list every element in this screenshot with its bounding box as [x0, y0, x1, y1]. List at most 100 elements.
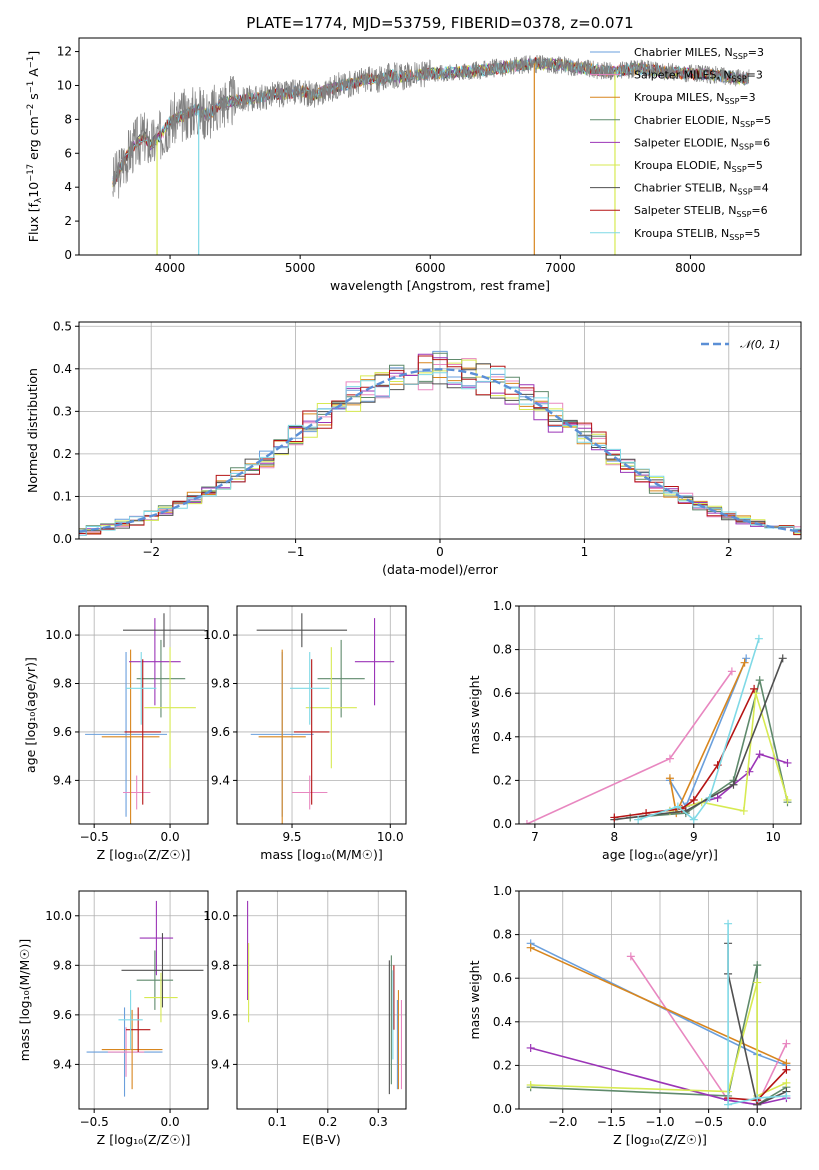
x-axis-label: Z [log₁₀(Z/Z☉)] [97, 1132, 191, 1147]
y-tick-label: 0.4 [493, 730, 512, 744]
y-axis-label: mass weight [467, 960, 482, 1039]
error-bar [354, 618, 395, 706]
weight-marker [755, 750, 764, 759]
weight-marker [729, 780, 738, 789]
error-bar [292, 775, 328, 810]
error-bar [123, 613, 205, 648]
legend-entry: Salpeter STELIB, NSSP=6 [634, 204, 768, 219]
figure-title: PLATE=1774, MJD=53759, FIBERID=0378, z=0… [246, 14, 633, 32]
residual-histogram [79, 359, 801, 535]
x-axis-label: wavelength [Angstrom, rest frame] [330, 278, 550, 293]
plot-frame [78, 37, 802, 256]
y-tick-label: 9.4 [53, 1057, 72, 1071]
x-axis-label: age [log₁₀(age/yr)] [602, 847, 718, 862]
legend-entry: Kroupa ELODIE, NSSP=5 [634, 159, 763, 174]
y-tick-label: 9.6 [211, 725, 230, 739]
mass-vs-Z-panel: −0.5 0.0 9.4 9.6 9.8 10.0 Z [log₁₀(Z/Z☉)] mass … [17, 890, 209, 1147]
y-tick-label: 9.6 [53, 1008, 72, 1022]
spectrum-plot-area [112, 54, 750, 255]
legend-entry: 𝒩(0, 1) [740, 338, 780, 351]
x-tick-label: 9.5 [282, 830, 301, 844]
x-axis-label: mass [log₁₀(M/M☉)] [260, 847, 382, 862]
weight-vs-Z-panel: −2.0 −1.5 −1.0 −0.5 0.0 0.0 0.2 0.4 0.6 0.8 1.0 Z [… [467, 884, 802, 1147]
weight-marker [724, 919, 733, 928]
y-tick-label: 10.0 [45, 909, 72, 923]
legend-entry: Salpeter MILES, NSSP=3 [634, 69, 763, 84]
weight-marker [751, 689, 760, 698]
weight-marker [782, 1078, 791, 1087]
y-tick-label: 8 [64, 112, 72, 126]
mass-vs-ebv-plot-area [247, 900, 403, 1095]
x-tick-label: 0.1 [268, 1115, 287, 1129]
weight-marker [705, 793, 714, 802]
error-bar [144, 972, 178, 1023]
x-axis-label: E(B-V) [302, 1132, 341, 1147]
x-tick-label: −1 [287, 545, 305, 559]
y-tick-label: 0.2 [493, 773, 512, 787]
weight-line [669, 692, 789, 812]
weight-marker [782, 1091, 791, 1100]
error-bar [121, 933, 204, 1008]
weight-vs-Z-plot-area [526, 919, 791, 1109]
x-axis-label: (data-model)/error [382, 562, 499, 577]
error-bar [144, 647, 196, 769]
weight-marker [754, 634, 763, 643]
y-tick-label: 0.2 [53, 447, 72, 461]
y-tick-label: 9.4 [53, 773, 72, 787]
x-tick-label: −0.5 [694, 1115, 723, 1129]
plot-frame [236, 605, 407, 825]
mass-vs-Z-plot-area [86, 900, 204, 1097]
spectrum-legend: Chabrier MILES, NSSP=3 Salpeter MILES, NS… [590, 46, 771, 242]
y-tick-label: 9.4 [211, 1057, 230, 1071]
weight-marker [689, 796, 698, 805]
error-bar [256, 613, 348, 648]
y-tick-label: 0.4 [53, 362, 72, 376]
error-bar [85, 652, 168, 817]
weight-marker [642, 809, 651, 818]
legend-entry: Salpeter ELODIE, NSSP=6 [634, 136, 770, 151]
weight-marker [753, 978, 762, 987]
y-tick-label: 0.6 [493, 971, 512, 985]
error-bar [118, 990, 143, 1050]
residual-histogram [79, 353, 801, 532]
error-bar [107, 1027, 145, 1077]
weight-marker [739, 806, 748, 815]
age-vs-Z-plot-area [85, 613, 205, 824]
weight-line [614, 658, 784, 821]
weight-line [727, 923, 787, 1106]
gaussian-curve [79, 368, 801, 533]
y-tick-label: 4 [64, 180, 72, 194]
y-tick-label: 1.0 [493, 884, 512, 898]
x-tick-label: 5000 [285, 261, 316, 275]
weight-marker [673, 802, 682, 811]
weight-marker [665, 774, 674, 783]
error-bar [258, 649, 306, 824]
y-tick-label: 0.2 [493, 1058, 512, 1072]
x-tick-label: 8000 [675, 261, 706, 275]
y-tick-label: 9.4 [211, 773, 230, 787]
legend-entry: Chabrier STELIB, NSSP=4 [634, 182, 769, 197]
weight-line [530, 1047, 787, 1106]
age-vs-mass-plot-area [250, 613, 395, 824]
x-tick-label: 0.0 [161, 1115, 180, 1129]
y-tick-label: 0.8 [493, 643, 512, 657]
error-bar [126, 1007, 151, 1053]
weight-line [669, 662, 746, 816]
x-tick-label: −0.5 [80, 830, 109, 844]
weight-line [614, 688, 755, 819]
x-tick-label: 10 [766, 830, 781, 844]
y-axis-label: Normed distribution [25, 368, 40, 493]
x-tick-label: 7000 [545, 261, 576, 275]
x-tick-label: −1.5 [597, 1115, 626, 1129]
error-bar [290, 652, 330, 725]
y-tick-label: 9.8 [53, 677, 72, 691]
weight-marker [742, 654, 751, 663]
weight-marker [740, 658, 749, 667]
weight-marker [724, 1100, 733, 1109]
y-tick-label: 10.0 [203, 628, 230, 642]
weight-vs-age-plot-area [522, 634, 792, 824]
y-tick-label: 10.0 [203, 909, 230, 923]
legend-entry: Chabrier MILES, NSSP=3 [634, 46, 764, 61]
x-tick-label: 0.3 [369, 1115, 388, 1129]
x-tick-label: 8 [611, 830, 619, 844]
